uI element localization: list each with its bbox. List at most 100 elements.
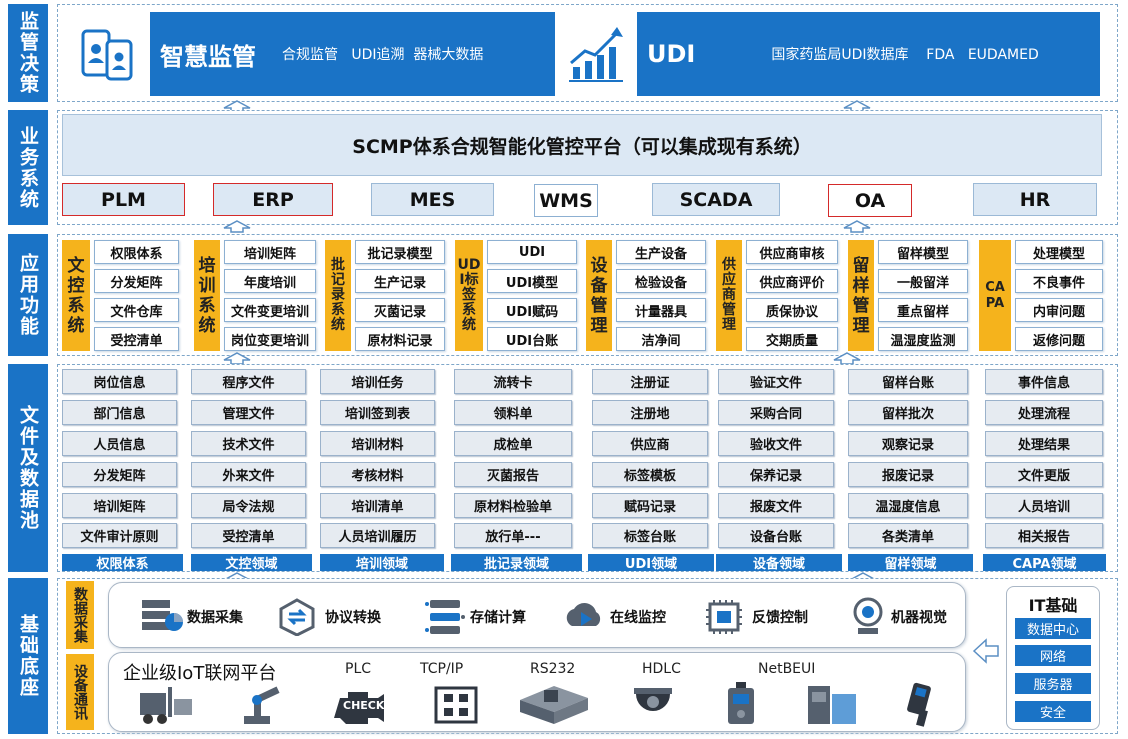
smart-supervision-panel: 智慧监管 合规监管 UDI追溯 器械大数据	[150, 12, 555, 96]
system-wms[interactable]: WMS	[534, 184, 598, 217]
app-item[interactable]: 留样模型	[878, 240, 968, 264]
system-mes[interactable]: MES	[371, 183, 494, 216]
data-pool-item[interactable]: 验证文件	[718, 369, 834, 394]
data-pool-item[interactable]: 温湿度信息	[848, 493, 968, 518]
data-pool-item[interactable]: 管理文件	[191, 400, 306, 425]
app-item[interactable]: 分发矩阵	[94, 269, 179, 293]
app-group-title: UDI标签系统	[455, 240, 483, 351]
data-pool-item[interactable]: 各类清单	[848, 523, 968, 548]
data-pool-item[interactable]: 人员培训	[985, 493, 1103, 518]
data-pool-item[interactable]: 部门信息	[62, 400, 177, 425]
app-item[interactable]: UDI模型	[487, 269, 577, 293]
app-item[interactable]: 灭菌记录	[355, 298, 445, 322]
app-group-title: 文控系统	[62, 240, 90, 351]
barcode-scanner-icon	[907, 682, 931, 727]
data-pool-item[interactable]: 人员培训履历	[320, 523, 435, 548]
data-pool-item[interactable]: 文件审计原则	[62, 523, 177, 548]
data-pool-item[interactable]: 流转卡	[454, 369, 572, 394]
app-item[interactable]: 批记录模型	[355, 240, 445, 264]
protocol-tcpip: TCP/IP	[420, 661, 464, 677]
app-item[interactable]: 岗位变更培训	[224, 327, 316, 351]
it-item-datacenter[interactable]: 数据中心	[1015, 618, 1091, 639]
app-item[interactable]: 处理模型	[1015, 240, 1103, 264]
data-pool-item[interactable]: 岗位信息	[62, 369, 177, 394]
data-pool-item[interactable]: 报废文件	[718, 493, 834, 518]
data-pool-item[interactable]: 培训材料	[320, 431, 435, 456]
data-pool-item[interactable]: 处理结果	[985, 431, 1103, 456]
app-item[interactable]: UDI赋码	[487, 298, 577, 322]
app-item[interactable]: 权限体系	[94, 240, 179, 264]
data-pool-item[interactable]: 放行单---	[454, 523, 572, 548]
data-pool-item[interactable]: 报废记录	[848, 462, 968, 487]
data-domain-label: 权限体系	[62, 554, 183, 572]
data-pool-item[interactable]: 采购合同	[718, 400, 834, 425]
data-pool-item[interactable]: 培训矩阵	[62, 493, 177, 518]
data-pool-item[interactable]: 赋码记录	[592, 493, 708, 518]
app-item[interactable]: 交期质量	[746, 327, 838, 351]
data-pool-item[interactable]: 处理流程	[985, 400, 1103, 425]
data-pool-item[interactable]: 外来文件	[191, 462, 306, 487]
data-pool-item[interactable]: 供应商	[592, 431, 708, 456]
collect-item-label: 机器视觉	[891, 610, 947, 626]
app-item[interactable]: 生产记录	[355, 269, 445, 293]
data-pool-item[interactable]: 验收文件	[718, 431, 834, 456]
app-item[interactable]: 生产设备	[616, 240, 706, 264]
data-pool-item[interactable]: 受控清单	[191, 523, 306, 548]
it-item-server[interactable]: 服务器	[1015, 673, 1091, 694]
app-item[interactable]: UDI	[487, 240, 577, 264]
app-item[interactable]: 温湿度监测	[878, 327, 968, 351]
data-pool-item[interactable]: 注册证	[592, 369, 708, 394]
data-domain-label: 批记录领域	[451, 554, 582, 572]
system-erp[interactable]: ERP	[213, 183, 333, 216]
data-pool-item[interactable]: 培训清单	[320, 493, 435, 518]
app-item[interactable]: 检验设备	[616, 269, 706, 293]
data-pool-item[interactable]: 事件信息	[985, 369, 1103, 394]
app-item[interactable]: 质保协议	[746, 298, 838, 322]
app-item[interactable]: 受控清单	[94, 327, 179, 351]
system-oa[interactable]: OA	[828, 184, 912, 217]
it-item-network[interactable]: 网络	[1015, 645, 1091, 666]
data-pool-item[interactable]: 设备台账	[718, 523, 834, 548]
data-pool-item[interactable]: 标签模板	[592, 462, 708, 487]
data-pool-item[interactable]: 标签台账	[592, 523, 708, 548]
data-pool-item[interactable]: 注册地	[592, 400, 708, 425]
system-plm[interactable]: PLM	[62, 183, 185, 216]
data-pool-item[interactable]: 分发矩阵	[62, 462, 177, 487]
data-pool-item[interactable]: 领料单	[454, 400, 572, 425]
app-item[interactable]: 年度培训	[224, 269, 316, 293]
app-item[interactable]: 重点留样	[878, 298, 968, 322]
app-item[interactable]: 一般留洋	[878, 269, 968, 293]
data-pool-item[interactable]: 程序文件	[191, 369, 306, 394]
app-item[interactable]: 培训矩阵	[224, 240, 316, 264]
app-item[interactable]: UDI台账	[487, 327, 577, 351]
app-item[interactable]: 计量器具	[616, 298, 706, 322]
it-item-security[interactable]: 安全	[1015, 701, 1091, 722]
data-pool-item[interactable]: 相关报告	[985, 523, 1103, 548]
app-item[interactable]: 文件仓库	[94, 298, 179, 322]
data-pool-item[interactable]: 观察记录	[848, 431, 968, 456]
data-pool-item[interactable]: 文件更版	[985, 462, 1103, 487]
app-item[interactable]: 不良事件	[1015, 269, 1103, 293]
data-pool-item[interactable]: 考核材料	[320, 462, 435, 487]
app-item[interactable]: 供应商审核	[746, 240, 838, 264]
app-item[interactable]: 文件变更培训	[224, 298, 316, 322]
data-pool-item[interactable]: 技术文件	[191, 431, 306, 456]
app-item[interactable]: 原材料记录	[355, 327, 445, 351]
data-pool-item[interactable]: 留样台账	[848, 369, 968, 394]
data-pool-item[interactable]: 人员信息	[62, 431, 177, 456]
it-foundation-title: IT基础	[1028, 596, 1078, 615]
data-pool-item[interactable]: 培训任务	[320, 369, 435, 394]
data-pool-item[interactable]: 留样批次	[848, 400, 968, 425]
data-pool-item[interactable]: 局令法规	[191, 493, 306, 518]
app-item[interactable]: 洁净间	[616, 327, 706, 351]
data-pool-item[interactable]: 灭菌报告	[454, 462, 572, 487]
data-pool-item[interactable]: 成检单	[454, 431, 572, 456]
system-hr[interactable]: HR	[973, 183, 1097, 216]
data-pool-item[interactable]: 培训签到表	[320, 400, 435, 425]
app-item[interactable]: 供应商评价	[746, 269, 838, 293]
app-item[interactable]: 返修问题	[1015, 327, 1103, 351]
data-pool-item[interactable]: 保养记录	[718, 462, 834, 487]
app-item[interactable]: 内审问题	[1015, 298, 1103, 322]
data-pool-item[interactable]: 原材料检验单	[454, 493, 572, 518]
system-scada[interactable]: SCADA	[652, 183, 780, 216]
